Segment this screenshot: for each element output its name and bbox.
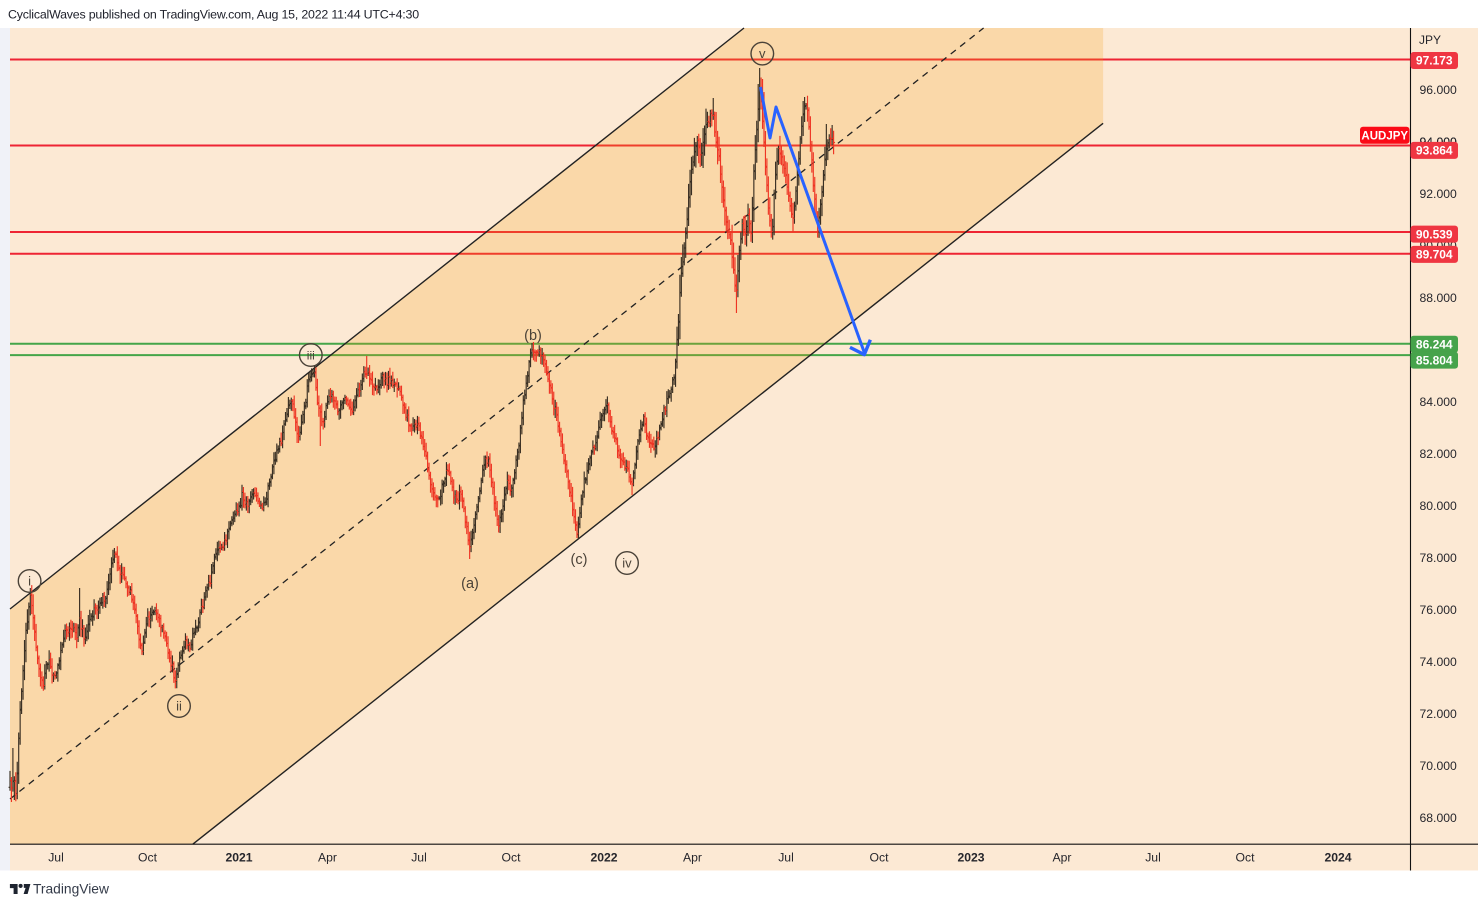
svg-text:TradingView: TradingView: [33, 882, 109, 897]
svg-text:96.000: 96.000: [1420, 83, 1457, 97]
svg-text:92.000: 92.000: [1420, 187, 1457, 201]
svg-text:89.704: 89.704: [1416, 248, 1453, 262]
svg-text:86.244: 86.244: [1416, 337, 1453, 351]
svg-text:2024: 2024: [1324, 851, 1351, 865]
svg-text:93.864: 93.864: [1416, 144, 1453, 158]
svg-text:Jul: Jul: [48, 851, 64, 865]
svg-text:80.000: 80.000: [1420, 499, 1457, 513]
svg-text:v: v: [759, 46, 766, 61]
svg-text:2021: 2021: [225, 851, 252, 865]
svg-text:82.000: 82.000: [1420, 447, 1457, 461]
svg-text:76.000: 76.000: [1420, 603, 1457, 617]
svg-text:(a): (a): [461, 576, 479, 592]
svg-text:Apr: Apr: [1053, 851, 1072, 865]
svg-text:i: i: [28, 574, 31, 589]
svg-text:74.000: 74.000: [1420, 655, 1457, 669]
svg-text:70.000: 70.000: [1420, 759, 1457, 773]
svg-text:78.000: 78.000: [1420, 551, 1457, 565]
svg-text:JPY: JPY: [1419, 33, 1441, 47]
svg-text:Jul: Jul: [411, 851, 427, 865]
svg-text:Oct: Oct: [1236, 851, 1256, 865]
svg-text:CyclicalWaves published on Tra: CyclicalWaves published on TradingView.c…: [8, 8, 419, 22]
svg-text:iv: iv: [622, 556, 632, 571]
svg-text:68.000: 68.000: [1420, 811, 1457, 825]
svg-text:2023: 2023: [957, 851, 984, 865]
svg-text:Jul: Jul: [1145, 851, 1161, 865]
svg-text:90.539: 90.539: [1416, 227, 1453, 241]
svg-text:88.000: 88.000: [1420, 291, 1457, 305]
svg-text:Oct: Oct: [870, 851, 890, 865]
svg-text:(c): (c): [571, 552, 588, 568]
svg-text:84.000: 84.000: [1420, 395, 1457, 409]
svg-text:(b): (b): [524, 328, 542, 344]
svg-text:72.000: 72.000: [1420, 707, 1457, 721]
svg-text:AUDJPY: AUDJPY: [1361, 131, 1408, 143]
svg-text:85.804: 85.804: [1416, 353, 1453, 367]
svg-text:Jul: Jul: [778, 851, 794, 865]
svg-text:Oct: Oct: [502, 851, 522, 865]
svg-text:Apr: Apr: [683, 851, 702, 865]
svg-text:97.173: 97.173: [1416, 54, 1453, 68]
svg-text:Oct: Oct: [138, 851, 158, 865]
svg-text:2022: 2022: [590, 851, 617, 865]
svg-text:iii: iii: [307, 349, 315, 363]
svg-text:ii: ii: [176, 699, 182, 714]
svg-text:Apr: Apr: [318, 851, 337, 865]
